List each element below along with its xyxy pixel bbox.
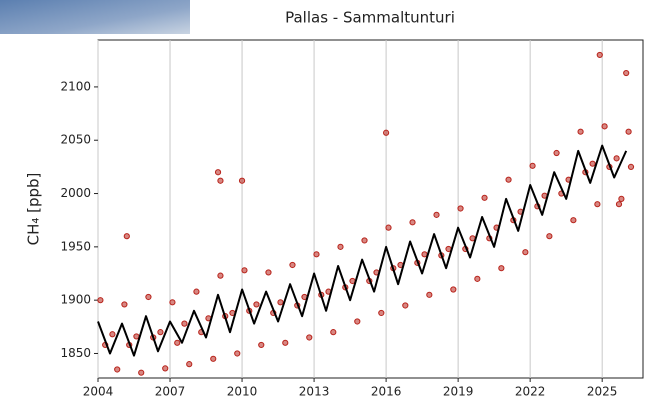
data-point [570,217,577,224]
data-point [402,302,409,309]
x-tick-label: 2007 [155,385,186,399]
data-point [265,269,272,276]
data-point [169,299,176,306]
x-tick-label: 2019 [443,385,474,399]
data-point [337,243,344,250]
data-point [306,334,313,341]
data-point [330,329,337,336]
x-tick-label: 2013 [299,385,330,399]
data-point [522,249,529,256]
mean-line [97,144,628,357]
data-point [133,333,140,340]
plot-area: 2004 2007 2010 2013 2016 2019 2022 2025 1850 1900… [60,40,635,399]
data-point [594,201,601,208]
data-point [123,233,130,240]
data-point [378,309,385,317]
data-point [241,267,248,274]
data-point [426,291,433,298]
data-point [162,365,169,372]
data-point [409,219,416,226]
data-point [450,286,457,293]
photo-fragment [0,0,190,34]
data-point [529,162,536,169]
chart-title: Pallas - Sammaltunturi [285,9,455,27]
data-point [421,251,428,258]
data-point [193,288,200,295]
data-point [121,301,128,308]
data-point [181,320,188,327]
data-point [623,69,630,77]
data-point [498,265,505,272]
data-point [474,275,481,282]
data-point [589,160,596,167]
data-point [577,128,584,135]
data-point [97,297,104,304]
data-point [186,361,193,368]
data-point [210,355,217,362]
y-tick-label: 2050 [60,133,91,147]
data-point [553,149,560,157]
data-point [313,251,320,258]
y-tick-label: 1950 [60,239,91,253]
y-tick-label: 1900 [60,293,91,307]
data-point [433,211,440,218]
data-point [615,201,623,208]
data-point [618,195,625,202]
data-point [145,293,152,301]
x-tick-label: 2016 [371,385,402,399]
y-axis-label: CH₄ [ppb] [25,173,43,246]
data-point [613,155,620,162]
data-point [481,194,488,201]
data-point [627,163,635,170]
data-point [361,237,368,244]
x-tick-label: 2025 [587,385,618,399]
data-point [601,123,608,130]
data-point [354,318,361,325]
x-tick-label: 2010 [227,385,258,399]
y-tick-label: 2000 [60,186,91,200]
data-point [253,301,260,308]
data-point [174,339,181,346]
data-point [157,329,164,336]
data-point [277,299,284,306]
data-point [217,272,224,279]
y-tick-label: 1850 [60,346,91,360]
data-point [138,369,145,376]
x-tick-label: 2022 [515,385,546,399]
data-point [383,129,390,136]
data-point [214,169,222,176]
data-point [546,233,553,240]
x-tick-label: 2004 [83,385,114,399]
data-point [457,205,464,212]
data-point [238,177,246,184]
data-point [114,366,121,373]
data-point [625,128,632,135]
y-tick-label: 2100 [60,79,91,93]
data-point [234,350,241,357]
data-point [109,331,116,338]
data-point [289,261,296,269]
data-point [596,51,603,59]
data-point [385,224,392,231]
plot-frame [97,39,644,379]
data-point [282,339,289,346]
data-point [505,176,512,183]
data-point [217,177,224,184]
data-point [258,341,265,349]
